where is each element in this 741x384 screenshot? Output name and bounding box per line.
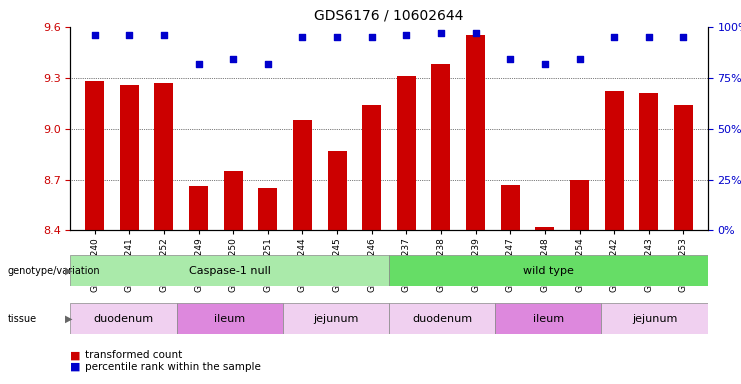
- Text: jejunum: jejunum: [632, 314, 677, 324]
- Point: [331, 34, 343, 40]
- Point: [608, 34, 620, 40]
- Bar: [570, 180, 589, 230]
- Bar: [605, 91, 624, 230]
- Text: ▶: ▶: [65, 314, 73, 324]
- Bar: [283, 303, 389, 334]
- Bar: [154, 83, 173, 230]
- Point: [296, 34, 308, 40]
- Text: ileum: ileum: [214, 314, 245, 324]
- Point: [123, 32, 135, 38]
- Text: duodenum: duodenum: [93, 314, 153, 324]
- Point: [643, 34, 655, 40]
- Point: [677, 34, 689, 40]
- Bar: [259, 188, 277, 230]
- Point: [227, 56, 239, 63]
- Text: tissue: tissue: [7, 314, 36, 324]
- Bar: [431, 64, 451, 230]
- Point: [435, 30, 447, 36]
- Bar: [674, 105, 693, 230]
- Bar: [224, 171, 243, 230]
- Bar: [389, 303, 495, 334]
- Bar: [362, 105, 381, 230]
- Bar: [466, 35, 485, 230]
- Bar: [397, 76, 416, 230]
- Text: wild type: wild type: [523, 266, 574, 276]
- Text: Caspase-1 null: Caspase-1 null: [189, 266, 270, 276]
- Bar: [501, 185, 519, 230]
- Text: jejunum: jejunum: [313, 314, 359, 324]
- Text: transformed count: transformed count: [85, 350, 182, 360]
- Bar: [602, 303, 708, 334]
- Title: GDS6176 / 10602644: GDS6176 / 10602644: [314, 9, 464, 23]
- Point: [574, 56, 585, 63]
- Point: [366, 34, 378, 40]
- Point: [470, 30, 482, 36]
- Bar: [85, 81, 104, 230]
- Bar: [389, 255, 708, 286]
- Point: [400, 32, 412, 38]
- Point: [158, 32, 170, 38]
- Text: genotype/variation: genotype/variation: [7, 266, 100, 276]
- Point: [89, 32, 101, 38]
- Bar: [293, 120, 312, 230]
- Point: [505, 56, 516, 63]
- Text: percentile rank within the sample: percentile rank within the sample: [85, 362, 261, 372]
- Text: ileum: ileum: [533, 314, 564, 324]
- Bar: [70, 255, 389, 286]
- Bar: [120, 84, 139, 230]
- Bar: [535, 227, 554, 230]
- Bar: [176, 303, 283, 334]
- Bar: [328, 151, 347, 230]
- Text: ▶: ▶: [65, 266, 73, 276]
- Point: [539, 60, 551, 66]
- Text: ■: ■: [70, 350, 81, 360]
- Text: duodenum: duodenum: [412, 314, 472, 324]
- Bar: [495, 303, 602, 334]
- Point: [193, 60, 205, 66]
- Bar: [189, 186, 208, 230]
- Text: ■: ■: [70, 362, 81, 372]
- Bar: [70, 303, 176, 334]
- Bar: [639, 93, 658, 230]
- Point: [262, 60, 273, 66]
